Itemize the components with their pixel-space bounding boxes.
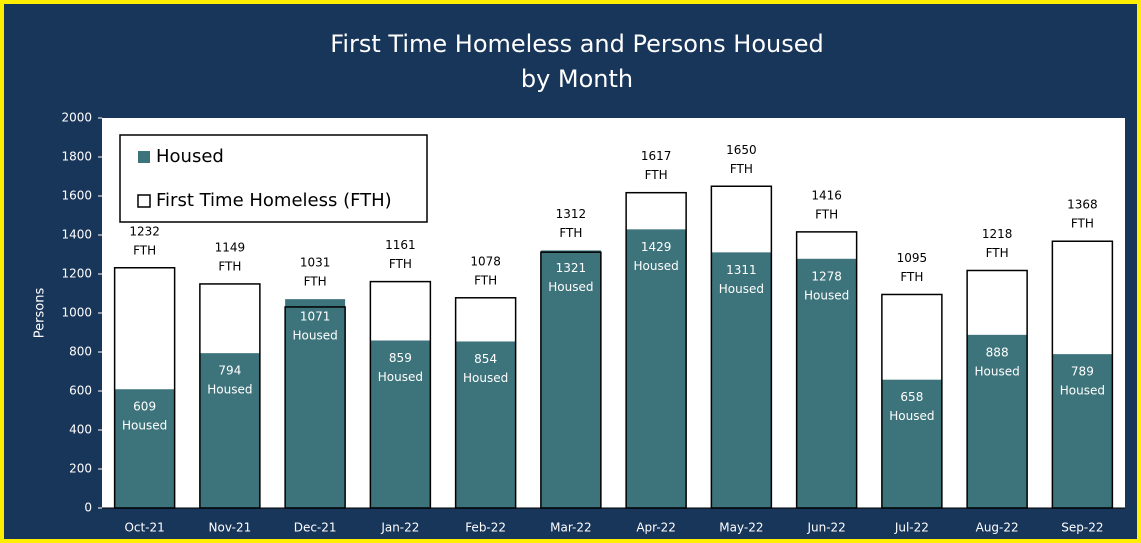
housed-value-unit: Housed (804, 288, 849, 302)
housed-value-label: 789 (1071, 365, 1094, 379)
fth-value-label: 1368 (1067, 198, 1098, 212)
y-tick-label: 1800 (61, 150, 92, 164)
housed-value-label: 794 (218, 364, 241, 378)
x-tick-label: Apr-22 (636, 521, 676, 535)
y-tick-label: 0 (84, 501, 92, 515)
housed-value-unit: Housed (1060, 384, 1105, 398)
fth-value-label: 1161 (385, 238, 416, 252)
fth-value-unit: FTH (218, 259, 241, 273)
y-axis-label: Persons (33, 288, 48, 339)
legend-box (119, 134, 428, 223)
y-tick-label: 400 (69, 423, 92, 437)
fth-value-label: 1095 (897, 251, 928, 265)
y-tick-label: 200 (69, 462, 92, 476)
housed-value-label: 854 (474, 352, 497, 366)
housed-bar (881, 379, 942, 508)
x-tick-label: Sep-22 (1061, 521, 1103, 535)
y-tick-label: 1600 (61, 189, 92, 203)
housed-value-unit: Housed (634, 259, 679, 273)
housed-value-unit: Housed (378, 370, 423, 384)
x-tick-label: Feb-22 (465, 521, 506, 535)
housed-bar (199, 353, 260, 508)
legend-label: First Time Homeless (FTH) (156, 190, 392, 211)
x-tick-label: Dec-21 (294, 521, 337, 535)
fth-value-unit: FTH (1071, 217, 1094, 231)
housed-bar (455, 341, 516, 508)
housed-value-unit: Housed (889, 409, 934, 423)
fth-value-unit: FTH (645, 168, 668, 182)
housed-value-label: 1311 (726, 263, 757, 277)
housed-value-unit: Housed (463, 371, 508, 385)
fth-value-unit: FTH (304, 275, 327, 289)
fth-value-label: 1312 (556, 207, 587, 221)
fth-value-unit: FTH (474, 273, 497, 287)
housed-value-label: 1429 (641, 240, 672, 254)
housed-value-unit: Housed (548, 280, 593, 294)
fth-value-label: 1650 (726, 143, 757, 157)
fth-value-unit: FTH (133, 243, 156, 257)
x-tick-label: Jun-22 (806, 521, 845, 535)
chart-title: First Time Homeless and Persons Housed (330, 30, 823, 58)
fth-value-unit: FTH (986, 246, 1009, 260)
housed-bar (285, 299, 346, 508)
fth-value-label: 1617 (641, 149, 672, 163)
fth-value-unit: FTH (389, 257, 412, 271)
fth-value-unit: FTH (559, 226, 582, 240)
x-tick-label: Jul-22 (894, 521, 929, 535)
fth-value-label: 1149 (215, 240, 246, 254)
y-tick-label: 1200 (61, 267, 92, 281)
y-tick-label: 800 (69, 345, 92, 359)
housed-value-label: 609 (133, 400, 156, 414)
housed-value-label: 888 (986, 345, 1009, 359)
housed-value-unit: Housed (975, 364, 1020, 378)
housed-value-unit: Housed (122, 419, 167, 433)
fth-value-unit: FTH (730, 162, 753, 176)
fth-value-unit: FTH (815, 207, 838, 221)
fth-value-label: 1031 (300, 256, 331, 270)
housed-bar (540, 250, 601, 508)
fth-value-unit: FTH (900, 270, 923, 284)
housed-value-label: 1321 (556, 261, 587, 275)
housed-value-label: 1071 (300, 310, 331, 324)
legend-label: Housed (156, 146, 224, 167)
housed-bar (711, 252, 772, 508)
fth-value-label: 1416 (811, 188, 842, 202)
x-tick-label: Jan-22 (380, 521, 419, 535)
housed-bar (370, 340, 431, 508)
y-tick-label: 600 (69, 384, 92, 398)
x-tick-label: May-22 (719, 521, 763, 535)
x-tick-label: Oct-21 (124, 521, 164, 535)
x-tick-label: Mar-22 (550, 521, 591, 535)
chart-title: by Month (521, 65, 633, 93)
housed-bar (967, 334, 1028, 508)
x-tick-label: Nov-21 (209, 521, 252, 535)
housed-value-unit: Housed (293, 329, 338, 343)
housed-bar (1052, 354, 1113, 508)
y-tick-label: 2000 (61, 111, 92, 125)
x-tick-label: Aug-22 (976, 521, 1019, 535)
fth-value-label: 1078 (470, 254, 501, 268)
housed-value-unit: Housed (719, 282, 764, 296)
legend-swatch (138, 151, 150, 163)
y-tick-label: 1000 (61, 306, 92, 320)
legend-swatch (137, 194, 151, 208)
housed-bar (114, 389, 175, 508)
housed-value-label: 859 (389, 351, 412, 365)
housed-bar (626, 229, 687, 508)
fth-value-label: 1218 (982, 227, 1013, 241)
housed-value-label: 1278 (811, 269, 842, 283)
housed-bar (796, 258, 857, 508)
housed-value-unit: Housed (207, 383, 252, 397)
housed-value-label: 658 (900, 390, 923, 404)
y-tick-label: 1400 (61, 228, 92, 242)
fth-value-label: 1232 (129, 224, 160, 238)
